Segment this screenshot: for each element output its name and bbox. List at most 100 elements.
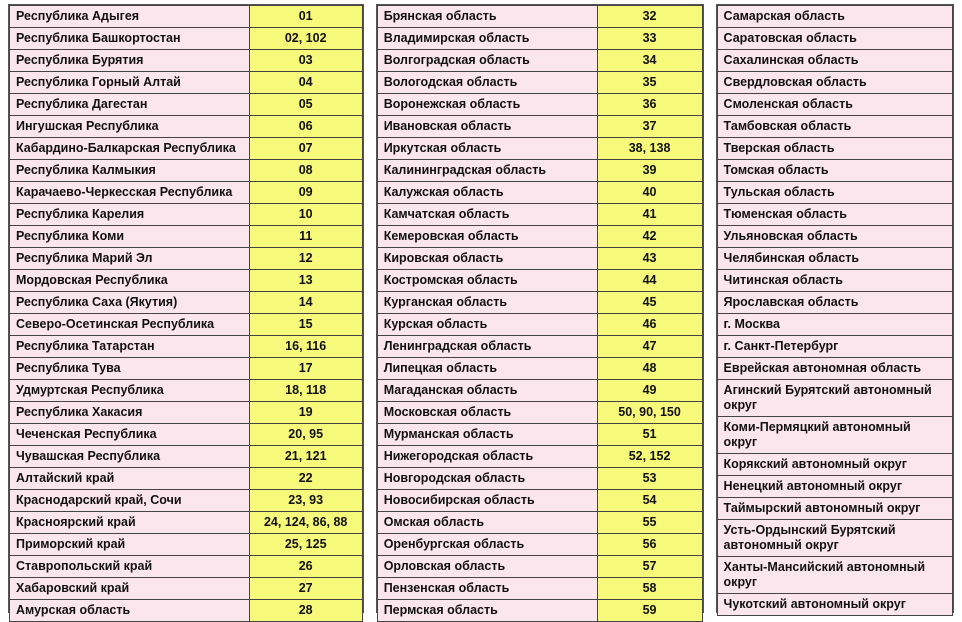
region-name-cell: Кемеровская область [377, 226, 597, 248]
region-name-cell: Республика Калмыкия [10, 160, 250, 182]
table-row: Ханты-Мансийский автономный округ [717, 557, 952, 594]
region-code-cell: 19 [249, 402, 362, 424]
table-row: Приморский край25, 125 [10, 534, 363, 556]
region-name-cell: Омская область [377, 512, 597, 534]
region-name-cell: Вологодская область [377, 72, 597, 94]
table-row: Республика Коми11 [10, 226, 363, 248]
region-name-cell: Свердловская область [717, 72, 952, 94]
table-row: Мордовская Республика13 [10, 270, 363, 292]
region-code-cell: 12 [249, 248, 362, 270]
region-table-1: Республика Адыгея01Республика Башкортост… [9, 5, 363, 622]
region-code-cell: 28 [249, 600, 362, 622]
region-code-cell: 54 [597, 490, 702, 512]
region-name-cell: Республика Башкортостан [10, 28, 250, 50]
region-name-cell: Корякский автономный округ [717, 454, 952, 476]
region-code-cell: 27 [249, 578, 362, 600]
region-name-cell: Ярославская область [717, 292, 952, 314]
region-name-cell: Удмуртская Республика [10, 380, 250, 402]
region-code-cell: 22 [249, 468, 362, 490]
table-row: Республика Бурятия03 [10, 50, 363, 72]
table-row: Иркутская область38, 138 [377, 138, 702, 160]
region-table-2: Брянская область32Владимирская область33… [377, 5, 703, 622]
table-row: Агинский Бурятский автономный округ [717, 380, 952, 417]
region-name-cell: Самарская область [717, 6, 952, 28]
region-code-cell: 07 [249, 138, 362, 160]
region-name-cell: Тверская область [717, 138, 952, 160]
region-code-cell: 13 [249, 270, 362, 292]
region-name-cell: Агинский Бурятский автономный округ [717, 380, 952, 417]
region-name-cell: Ханты-Мансийский автономный округ [717, 557, 952, 594]
table-row: Ивановская область37 [377, 116, 702, 138]
table-row: Смоленская область [717, 94, 952, 116]
table-row: Московская область50, 90, 150 [377, 402, 702, 424]
region-name-cell: Чеченская Республика [10, 424, 250, 446]
region-name-cell: Кабардино-Балкарская Республика [10, 138, 250, 160]
table-row: Воронежская область36 [377, 94, 702, 116]
region-code-cell: 49 [597, 380, 702, 402]
region-code-cell: 23, 93 [249, 490, 362, 512]
region-name-cell: Республика Карелия [10, 204, 250, 226]
table-row: Калининградская область39 [377, 160, 702, 182]
table-row: Ненецкий автономный округ [717, 476, 952, 498]
region-code-cell: 45 [597, 292, 702, 314]
region-name-cell: Усть-Ордынский Бурятский автономный окру… [717, 520, 952, 557]
region-code-cell: 33 [597, 28, 702, 50]
table-row: Пермская область59 [377, 600, 702, 622]
region-name-cell: Мордовская Республика [10, 270, 250, 292]
region-code-cell: 10 [249, 204, 362, 226]
table-row: Брянская область32 [377, 6, 702, 28]
table-row: Новосибирская область54 [377, 490, 702, 512]
region-name-cell: Еврейская автономная область [717, 358, 952, 380]
table-row: Сахалинская область [717, 50, 952, 72]
region-name-cell: Краснодарский край, Сочи [10, 490, 250, 512]
region-name-cell: Ненецкий автономный округ [717, 476, 952, 498]
region-code-cell: 43 [597, 248, 702, 270]
region-code-cell: 39 [597, 160, 702, 182]
table-row: Тульская область [717, 182, 952, 204]
table-row: Мурманская область51 [377, 424, 702, 446]
table-column-1: Республика Адыгея01Республика Башкортост… [8, 4, 364, 613]
table-row: Республика Карелия10 [10, 204, 363, 226]
region-name-cell: Тульская область [717, 182, 952, 204]
region-name-cell: Читинская область [717, 270, 952, 292]
table-row: Республика Калмыкия08 [10, 160, 363, 182]
region-name-cell: Республика Хакасия [10, 402, 250, 424]
table-row: Краснодарский край, Сочи23, 93 [10, 490, 363, 512]
table-row: Курганская область45 [377, 292, 702, 314]
region-name-cell: Пермская область [377, 600, 597, 622]
region-code-cell: 56 [597, 534, 702, 556]
region-table-3: Самарская областьСаратовская областьСаха… [717, 5, 953, 616]
region-code-cell: 26 [249, 556, 362, 578]
region-name-cell: Карачаево-Черкесская Республика [10, 182, 250, 204]
region-code-cell: 08 [249, 160, 362, 182]
region-code-cell: 09 [249, 182, 362, 204]
region-name-cell: Оренбургская область [377, 534, 597, 556]
region-name-cell: Калужская область [377, 182, 597, 204]
region-code-cell: 52, 152 [597, 446, 702, 468]
region-name-cell: Республика Саха (Якутия) [10, 292, 250, 314]
table-row: Читинская область [717, 270, 952, 292]
table-row: Волгоградская область34 [377, 50, 702, 72]
region-name-cell: Амурская область [10, 600, 250, 622]
table-row: Орловская область57 [377, 556, 702, 578]
table-row: Кемеровская область42 [377, 226, 702, 248]
table-row: Республика Тува17 [10, 358, 363, 380]
region-name-cell: Томская область [717, 160, 952, 182]
table-row: Нижегородская область52, 152 [377, 446, 702, 468]
region-code-cell: 59 [597, 600, 702, 622]
table-row: Ставропольский край26 [10, 556, 363, 578]
table-row: Курская область46 [377, 314, 702, 336]
table-row: Свердловская область [717, 72, 952, 94]
region-name-cell: Ингушская Республика [10, 116, 250, 138]
table-column-3: Самарская областьСаратовская областьСаха… [716, 4, 954, 613]
region-name-cell: Новосибирская область [377, 490, 597, 512]
region-name-cell: Республика Татарстан [10, 336, 250, 358]
table-row: Еврейская автономная область [717, 358, 952, 380]
page: Республика Адыгея01Республика Башкортост… [0, 0, 962, 617]
table-row: Республика Дагестан05 [10, 94, 363, 116]
region-code-cell: 36 [597, 94, 702, 116]
table-row: Республика Адыгея01 [10, 6, 363, 28]
region-code-cell: 42 [597, 226, 702, 248]
table-row: Республика Татарстан16, 116 [10, 336, 363, 358]
region-code-cell: 37 [597, 116, 702, 138]
